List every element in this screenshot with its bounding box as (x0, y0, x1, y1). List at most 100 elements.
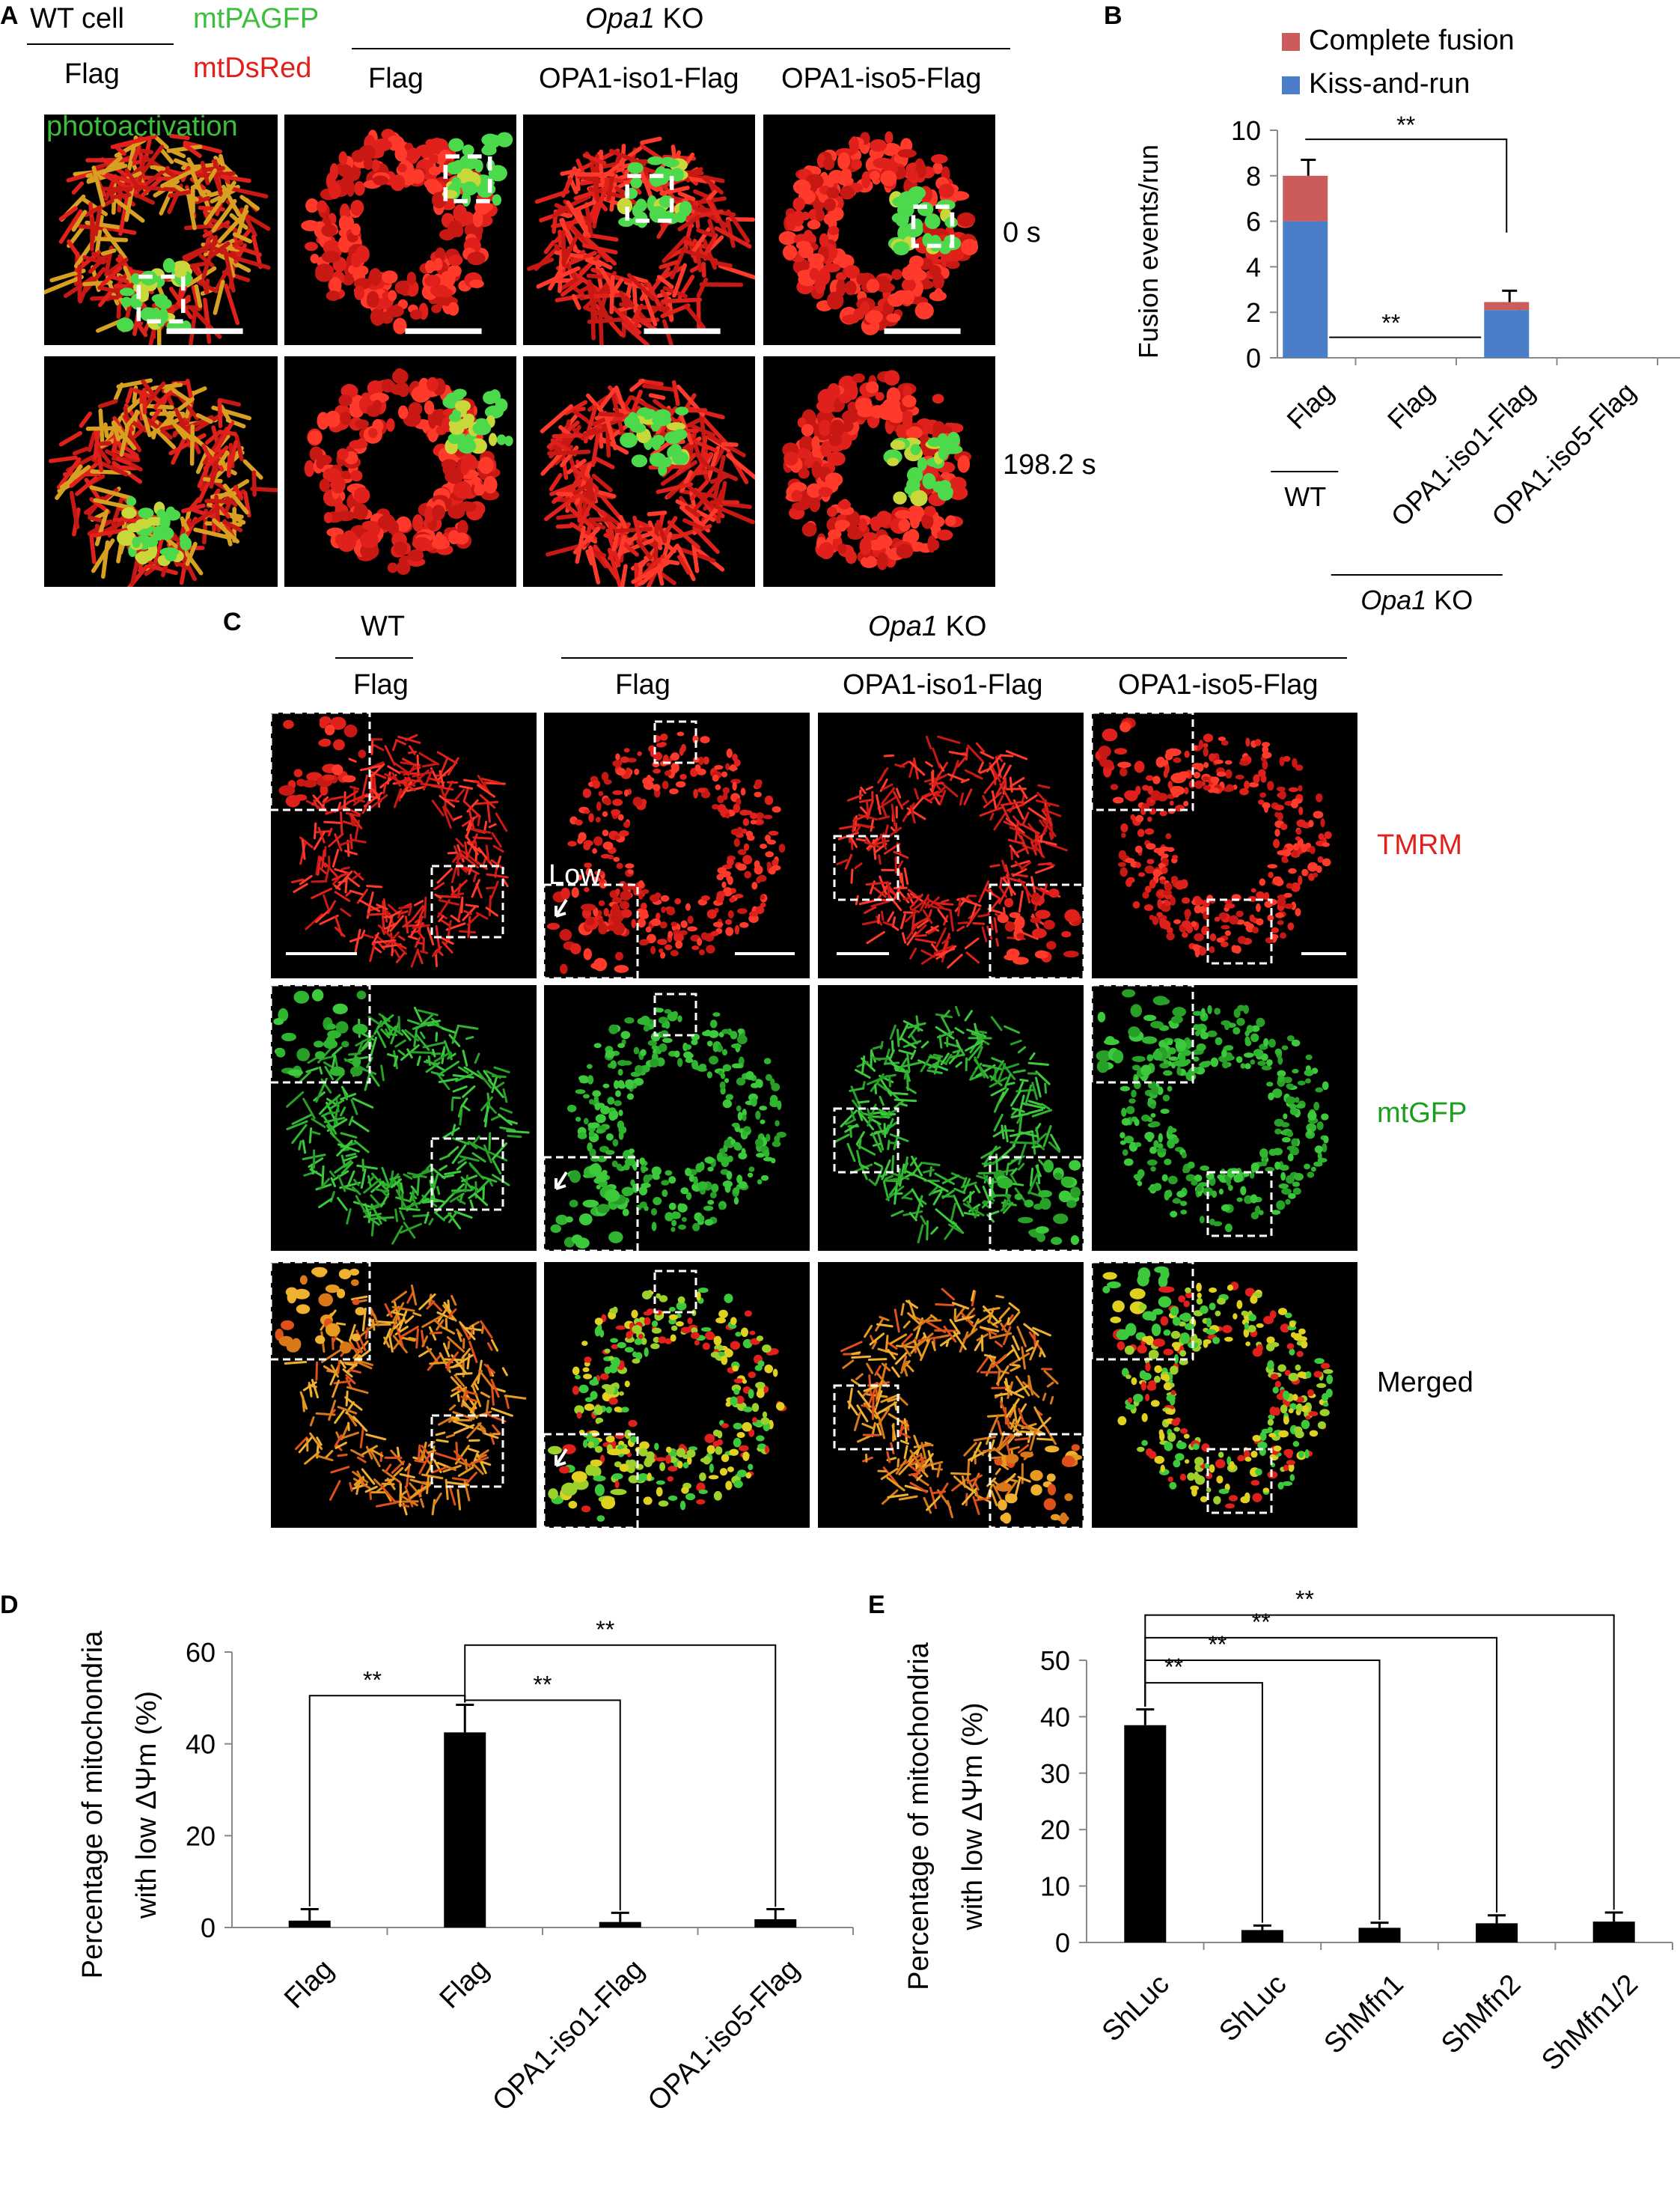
bar-b-0-0 (1283, 221, 1328, 358)
x-tick-label-d-2: OPA1-iso1-Flag (486, 1954, 650, 2118)
x-tick-label-b-0: Flag (1280, 377, 1340, 436)
bar-b-0-2 (1484, 310, 1530, 358)
y-axis-label-e-0: Percentage of mitochondria (903, 1642, 935, 1990)
opa1-ko-title-a: Opa1 KO (585, 3, 704, 34)
sig-label-b-1: ** (1381, 310, 1400, 337)
y-tick-label-e: 30 (1040, 1758, 1070, 1789)
row-label-tmrm: TMRM (1377, 829, 1462, 861)
y-tick-label-b: 2 (1246, 297, 1261, 328)
sig-label-e-2: ** (1252, 1609, 1271, 1636)
bar-e-0 (1124, 1725, 1167, 1942)
y-tick-label-b: 6 (1246, 207, 1261, 237)
sig-label-e-0: ** (1164, 1654, 1183, 1680)
col-label-flag-c: Flag (615, 669, 671, 701)
micro-c-ko-flag-merged (544, 1262, 810, 1528)
micro-c-ko-flag-mtgfp (544, 985, 810, 1251)
y-axis-label-d-1: with low ΔΨm (%) (131, 1691, 162, 1919)
bar-d-3 (754, 1919, 797, 1928)
y-tick-label-b: 10 (1231, 115, 1261, 146)
sig-label-d-2: ** (596, 1616, 614, 1643)
opa1-ko-title-c: Opa1 KO (868, 611, 987, 642)
chart-e: 0 10 20 30 40 50 Percentage of mitochondria wit… (903, 1586, 1673, 2076)
legend-label-b-1: Kiss-and-run (1309, 68, 1470, 100)
bar-d-0 (288, 1920, 331, 1928)
sig-label-e-3: ** (1295, 1586, 1314, 1613)
micro-c-ko-flag-tmrm (544, 713, 810, 978)
photoactivation-label: photoactivation (46, 111, 238, 142)
bar-d-2 (599, 1922, 641, 1928)
bar-b-1-0 (1283, 175, 1328, 222)
micro-c-ko-iso1-mtgfp (818, 985, 1084, 1251)
legend-label-b-0: Complete fusion (1309, 25, 1515, 56)
micro-a-ko-iso1-0s (523, 115, 755, 345)
y-tick-label-e: 10 (1040, 1871, 1070, 1902)
micro-a-ko-flag-0s (284, 115, 516, 345)
wt-label-c: WT (361, 611, 406, 642)
sig-bracket-d-0 (308, 1695, 466, 1907)
micro-c-wt-tmrm (271, 713, 537, 978)
micro-c-ko-iso1-tmrm (818, 713, 1084, 978)
wt-divider-c (335, 657, 413, 659)
micro-c-wt-mtgfp (271, 985, 537, 1251)
wt-divider (27, 43, 174, 45)
y-tick-label-e: 40 (1040, 1701, 1070, 1732)
low-label: Low (549, 859, 601, 891)
x-tick-label-e-2: ShMfn1 (1319, 1969, 1410, 2060)
micro-c-ko-iso5-merged (1092, 1262, 1357, 1528)
micro-a-ko-flag-198s (284, 356, 516, 587)
sig-label-e-1: ** (1208, 1631, 1227, 1658)
x-tick-label-e-0: ShLuc (1096, 1969, 1176, 2048)
chart-d: 0 20 40 60 Percentage of mitochondria with lo… (77, 1616, 854, 2118)
wt-cell-label: WT cell (30, 3, 124, 34)
x-tick-label-d-0: Flag (278, 1954, 340, 2015)
legend-swatch-b-1 (1282, 76, 1300, 94)
y-tick-label-b: 8 (1246, 161, 1261, 192)
panel-letter-c: C (223, 608, 242, 636)
sig-bracket-d-1 (464, 1699, 621, 1911)
y-tick-label-e: 50 (1040, 1645, 1070, 1676)
col-label-flag-a: Flag (368, 63, 424, 94)
micro-c-wt-merged (271, 1262, 537, 1528)
wt-flag-label-c: Flag (353, 669, 409, 701)
sig-label-d-0: ** (363, 1666, 382, 1693)
row-label-merged: Merged (1377, 1367, 1473, 1398)
micro-a-wt-0s (44, 115, 278, 345)
sig-label-d-1: ** (534, 1671, 552, 1698)
micro-a-wt-198s (44, 356, 278, 587)
x-tick-label-e-1: ShLuc (1213, 1969, 1292, 2048)
x-tick-label-d-1: Flag (434, 1954, 495, 2015)
y-tick-label-b: 4 (1246, 252, 1261, 282)
time-label-0s: 0 s (1003, 217, 1041, 249)
col-label-iso1-c: OPA1-iso1-Flag (843, 669, 1043, 701)
panel-letter-a: A (0, 1, 19, 30)
micro-c-ko-iso5-tmrm (1092, 713, 1357, 978)
bar-e-2 (1358, 1928, 1401, 1942)
time-label-198s: 198.2 s (1003, 449, 1096, 481)
y-axis-label-d-0: Percentage of mitochondria (77, 1630, 109, 1979)
mtdsred-label: mtDsRed (193, 52, 312, 84)
sig-bracket-e-3 (1144, 1614, 1615, 1910)
y-axis-label-b: Fusion events/run (1133, 144, 1164, 359)
panel-letter-b: B (1104, 1, 1122, 30)
micro-c-ko-iso5-mtgfp (1092, 985, 1357, 1251)
group-label-b-ko: Opa1 KO (1360, 585, 1473, 615)
sig-label-b-0: ** (1396, 112, 1415, 138)
x-tick-label-b-1: Flag (1381, 377, 1441, 436)
ko-divider-a (352, 48, 1010, 49)
row-label-mtgfp: mtGFP (1377, 1097, 1467, 1129)
col-label-iso5-a: OPA1-iso5-Flag (781, 63, 982, 94)
bar-d-1 (444, 1732, 486, 1928)
x-tick-label-e-3: ShMfn2 (1435, 1969, 1527, 2060)
x-tick-label-d-3: OPA1-iso5-Flag (642, 1954, 806, 2118)
legend-swatch-b-0 (1282, 33, 1300, 51)
micro-c-ko-iso1-merged (818, 1262, 1084, 1528)
bar-e-3 (1476, 1923, 1518, 1942)
ko-divider-c (561, 657, 1347, 659)
bar-e-4 (1592, 1922, 1635, 1942)
micro-a-ko-iso1-198s (523, 356, 755, 587)
y-tick-label-d: 0 (201, 1913, 216, 1943)
sig-bracket-b-0 (1305, 138, 1508, 233)
y-tick-label-e: 20 (1040, 1814, 1070, 1845)
panel-letter-e: E (868, 1591, 885, 1619)
micro-a-ko-iso5-198s (763, 356, 995, 587)
